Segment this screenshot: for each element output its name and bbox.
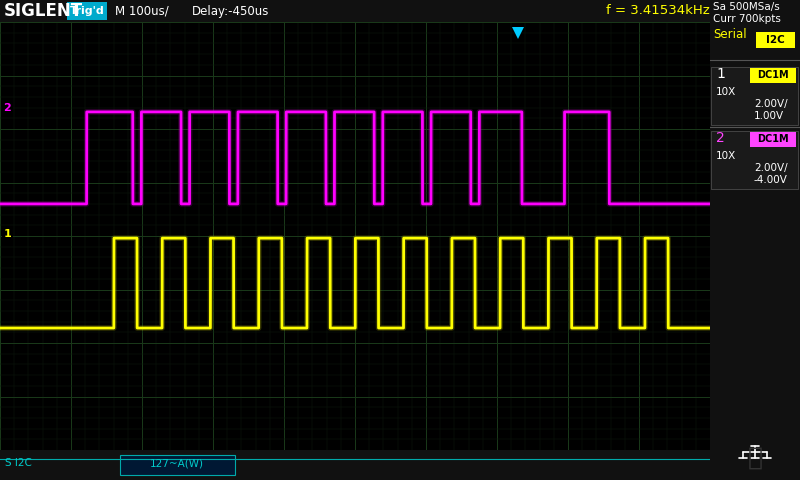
Text: Serial: Serial: [713, 28, 746, 41]
Text: 2: 2: [3, 103, 11, 113]
Text: Curr 700kpts: Curr 700kpts: [713, 14, 781, 24]
Text: Trig'd: Trig'd: [70, 6, 104, 16]
Text: 10X: 10X: [716, 87, 736, 97]
FancyBboxPatch shape: [756, 32, 795, 48]
Text: DC1M: DC1M: [757, 134, 789, 144]
Text: Sa 500MSa/s: Sa 500MSa/s: [713, 2, 780, 12]
Text: I2C: I2C: [766, 35, 784, 45]
Text: S I2C: S I2C: [5, 458, 32, 468]
Text: 2.00V/: 2.00V/: [754, 163, 788, 173]
Text: 127~A(W): 127~A(W): [150, 458, 204, 468]
Text: 1: 1: [716, 67, 725, 81]
FancyBboxPatch shape: [711, 67, 798, 125]
Text: 2: 2: [716, 131, 725, 145]
Text: Delay:-450us: Delay:-450us: [192, 4, 270, 17]
FancyBboxPatch shape: [67, 2, 107, 20]
FancyBboxPatch shape: [120, 455, 235, 475]
FancyBboxPatch shape: [711, 131, 798, 189]
Text: 1.00V: 1.00V: [754, 111, 784, 121]
FancyBboxPatch shape: [750, 68, 796, 83]
Text: SIGLENT: SIGLENT: [4, 2, 83, 20]
Text: 2.00V/: 2.00V/: [754, 99, 788, 109]
Text: M 100us/: M 100us/: [115, 4, 169, 17]
Text: DC1M: DC1M: [757, 70, 789, 80]
Text: f = 3.41534kHz: f = 3.41534kHz: [606, 4, 710, 17]
Text: 10X: 10X: [716, 151, 736, 161]
FancyBboxPatch shape: [750, 132, 796, 147]
Text: -4.00V: -4.00V: [754, 175, 788, 185]
Text: 1: 1: [3, 229, 11, 239]
Text: ⬛: ⬛: [747, 446, 762, 470]
